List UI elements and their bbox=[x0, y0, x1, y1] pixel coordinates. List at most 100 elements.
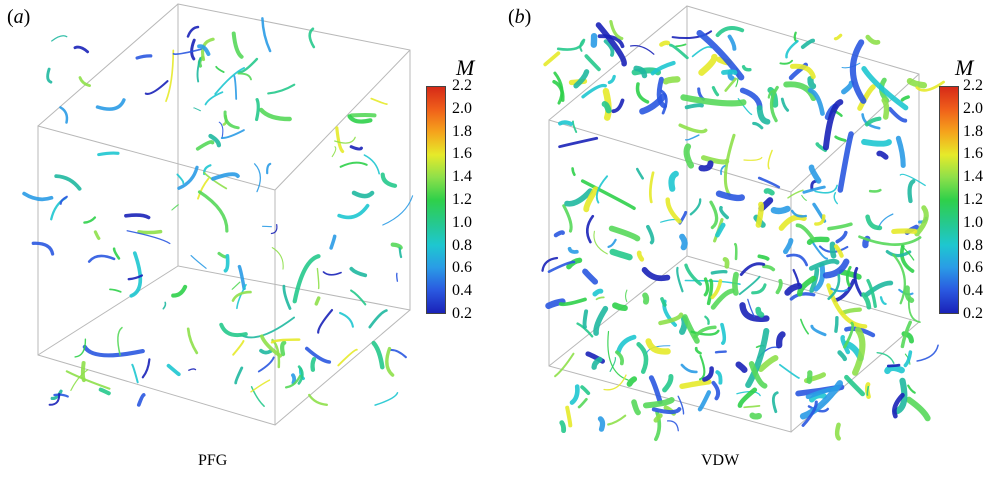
vortex-structure bbox=[868, 188, 882, 193]
vortex-structure bbox=[335, 126, 345, 153]
vortex-structure bbox=[720, 164, 726, 176]
vortex-structure bbox=[339, 311, 354, 328]
vortex-structure bbox=[177, 165, 199, 190]
vortex-structure bbox=[675, 43, 687, 48]
vortex-structure bbox=[807, 87, 825, 116]
vortex-structure bbox=[543, 51, 561, 67]
vortex-structure bbox=[609, 248, 633, 261]
vortex-structure bbox=[607, 238, 617, 249]
colorbar bbox=[939, 86, 959, 314]
vortex-structure bbox=[541, 256, 559, 272]
panel-b: (b) M 2.2 2.0 1.8 1.6 1.4 1.2 1.0 0.8 0.6 0.4 0.2 … bbox=[501, 0, 1001, 479]
vortex-structure bbox=[916, 344, 939, 362]
vortex-structure bbox=[915, 80, 945, 92]
vortex-structure bbox=[635, 82, 650, 104]
vortex-structure bbox=[266, 162, 272, 175]
vortex-structure bbox=[31, 241, 55, 256]
vortex-structure bbox=[636, 167, 644, 180]
panel-label-b: (b) bbox=[508, 6, 532, 28]
vortex-structure bbox=[564, 188, 594, 207]
vortex-structure bbox=[308, 393, 328, 406]
vortex-structure bbox=[390, 348, 407, 359]
vortex-structure bbox=[645, 338, 671, 355]
vortex-structure bbox=[636, 342, 649, 374]
vortex-structure bbox=[710, 288, 735, 310]
vortex-structure bbox=[109, 288, 122, 293]
vortex-structure bbox=[609, 357, 617, 372]
vortex-structure bbox=[702, 366, 714, 382]
vortex-structure bbox=[779, 363, 800, 379]
vortex-structure bbox=[601, 101, 612, 114]
vortex-structure bbox=[129, 251, 143, 298]
vortex-structure bbox=[567, 246, 579, 254]
colorbar-tick: 1.2 bbox=[963, 191, 983, 208]
vortex-structure bbox=[865, 34, 881, 45]
vortex-structure bbox=[215, 65, 225, 73]
vortex-structure bbox=[65, 370, 111, 390]
vortex-structure bbox=[680, 363, 698, 374]
vortex-structure bbox=[763, 188, 775, 196]
colorbar-tick: 1.0 bbox=[452, 213, 472, 231]
vortex-structure bbox=[270, 338, 301, 344]
vortex-structure bbox=[709, 200, 719, 230]
vortex-structure bbox=[814, 214, 826, 226]
vortex-structure bbox=[642, 397, 675, 409]
vortex-structure bbox=[841, 80, 855, 95]
vortex-structure bbox=[840, 307, 862, 316]
vortex-structure bbox=[656, 76, 668, 109]
vortex-structure bbox=[662, 374, 674, 393]
vortex-structure bbox=[789, 63, 816, 80]
vortex-structure bbox=[907, 384, 916, 394]
vortex-structure bbox=[580, 385, 591, 396]
vortex-structure bbox=[612, 302, 628, 312]
vortex-structure bbox=[382, 195, 414, 226]
vortex-structure bbox=[629, 45, 655, 55]
vortex-structure bbox=[641, 267, 671, 282]
vortex-structure bbox=[305, 346, 332, 364]
vortex-structure bbox=[571, 167, 576, 176]
vortex-structure bbox=[900, 95, 910, 102]
vortex-structure bbox=[597, 34, 625, 49]
vortex-structure bbox=[770, 205, 791, 215]
vortex-structure bbox=[22, 191, 54, 202]
vortex-structure bbox=[553, 230, 565, 238]
vortex-structure bbox=[572, 120, 578, 133]
vortex-structure bbox=[830, 287, 849, 293]
vortex-structure bbox=[833, 192, 838, 205]
vortex-structure bbox=[190, 38, 196, 61]
vortex-structure bbox=[126, 230, 171, 245]
vortex-structure bbox=[827, 273, 841, 300]
vortex-structure bbox=[676, 266, 684, 293]
vortex-structure bbox=[370, 97, 388, 105]
vortex-structure bbox=[895, 135, 906, 168]
vortex-structure bbox=[395, 272, 399, 282]
vortex-structure bbox=[719, 205, 729, 220]
vortex-structure bbox=[349, 145, 363, 151]
vortex-structure bbox=[595, 175, 609, 204]
vortex-structure bbox=[253, 163, 261, 193]
vortex-structure bbox=[734, 242, 738, 261]
vortex-structure bbox=[805, 386, 839, 400]
vortex-structure bbox=[739, 302, 770, 323]
vortex-structures-pfg bbox=[22, 17, 414, 407]
vortex-structure bbox=[284, 374, 302, 389]
vortex-structure bbox=[144, 80, 169, 95]
vortex-structure bbox=[775, 331, 786, 349]
vortex-structure bbox=[257, 356, 275, 373]
vortex-structure bbox=[755, 201, 765, 228]
vortex-structure bbox=[368, 309, 388, 329]
vortex-structure bbox=[231, 281, 241, 290]
vortex-structure bbox=[891, 228, 918, 235]
vortex-structure bbox=[793, 31, 798, 43]
vortex-structure bbox=[689, 198, 702, 216]
vortex-structure bbox=[771, 391, 779, 414]
vortex-structure bbox=[329, 234, 337, 250]
vortex-structure bbox=[186, 25, 200, 38]
vortex-structure bbox=[769, 85, 779, 123]
vortex-structure bbox=[668, 170, 679, 192]
vortex-structure bbox=[704, 315, 710, 325]
vortex-structure bbox=[683, 143, 695, 169]
vortex-structure bbox=[582, 268, 599, 285]
vortex-structure bbox=[738, 275, 761, 296]
vortex-structure bbox=[250, 386, 265, 407]
